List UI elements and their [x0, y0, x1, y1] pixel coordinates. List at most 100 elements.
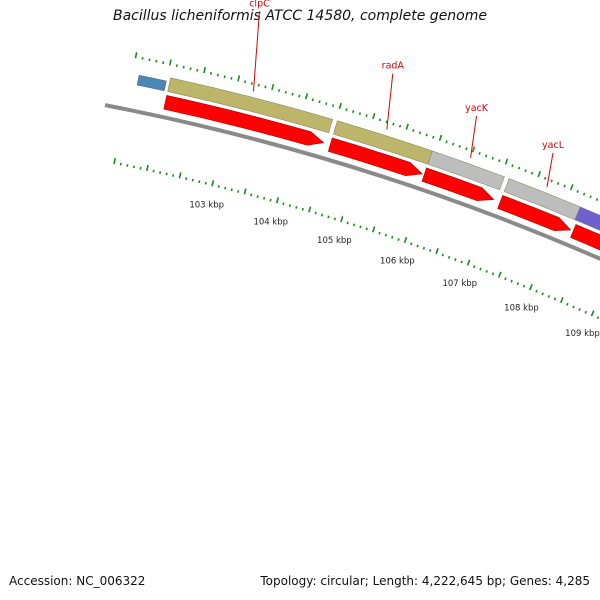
inner-ruler-tick: [185, 177, 188, 180]
inner-ruler-tick: [416, 244, 419, 248]
outer-ruler-tick: [277, 89, 281, 92]
outer-ruler-tick: [576, 189, 579, 193]
inner-ruler-tick: [198, 180, 201, 184]
outer-ruler-tick: [182, 65, 185, 69]
inner-ruler-tick: [491, 272, 495, 276]
gene-segments-layer: [136, 74, 600, 231]
outer-ruler-tick: [425, 133, 428, 137]
inner-ruler-tick: [541, 292, 544, 296]
inner-ruler-tick: [572, 305, 575, 309]
ruler-ticks-layer: 103 kbp 104 kbp 105 kbp 106 kbp 107 kbp 108 k…: [113, 52, 600, 339]
outer-ruler-tick: [569, 184, 574, 191]
outer-ruler-tick: [223, 75, 226, 79]
inner-ruler-tick: [422, 246, 426, 250]
inner-ruler-tick: [191, 178, 194, 182]
gene-label-yacL: yacL: [542, 140, 565, 151]
inner-ruler-tick: [504, 277, 507, 281]
outer-ruler-tick: [524, 169, 527, 173]
inner-ruler-tick: [429, 249, 432, 252]
inner-ruler-tick: [340, 216, 344, 223]
inner-ruler-tick: [359, 225, 362, 229]
kbp-tick-label: 106 kbp: [380, 257, 415, 267]
outer-ruler-tick: [271, 83, 275, 91]
kbp-tick-label: 105 kbp: [317, 236, 352, 246]
inner-ruler-tick: [178, 172, 182, 179]
gene-label-yacK: yacK: [465, 103, 489, 114]
outer-ruler-tick: [141, 56, 144, 60]
inner-ruler-tick: [295, 206, 298, 209]
inner-ruler-tick: [454, 258, 457, 262]
outer-ruler-tick: [291, 92, 294, 96]
cds-arrow: [421, 167, 495, 202]
inner-ruler-tick: [403, 236, 408, 244]
outer-ruler-tick: [465, 147, 468, 151]
outer-ruler-tick: [484, 154, 488, 158]
outer-ruler-tick: [392, 122, 395, 126]
inner-ruler-tick: [301, 207, 304, 211]
outer-ruler-tick: [595, 198, 599, 201]
inner-ruler-tick: [529, 284, 533, 291]
inner-ruler-tick: [152, 169, 155, 173]
outer-ruler-tick: [168, 59, 172, 66]
outer-ruler-tick: [452, 142, 455, 146]
outer-ruler-tick: [203, 67, 207, 74]
inner-ruler-tick: [553, 297, 557, 301]
inner-ruler-tick: [256, 195, 259, 199]
genome-backbone: [104, 103, 600, 261]
outer-ruler-tick: [412, 129, 415, 133]
outer-ruler-tick: [244, 80, 247, 84]
inner-ruler-tick: [547, 294, 551, 298]
inner-ruler-tick: [113, 157, 117, 165]
inner-ruler-tick: [596, 316, 600, 320]
cds-arrows-layer: [163, 95, 600, 251]
outer-ruler-tick: [304, 93, 309, 100]
outer-ruler-tick: [438, 134, 443, 141]
outer-ruler-tick: [372, 112, 376, 120]
inner-ruler-tick: [397, 238, 400, 241]
inner-ruler-tick: [308, 206, 312, 213]
outer-ruler-tick: [264, 85, 267, 89]
outer-ruler-tick: [298, 94, 301, 98]
inner-ruler-tick: [320, 213, 324, 217]
inner-ruler-tick: [410, 242, 413, 246]
inner-ruler-tick: [243, 188, 247, 195]
outer-ruler-tick: [365, 114, 368, 118]
outer-ruler-tick: [582, 192, 586, 196]
outer-ruler-tick: [230, 76, 233, 80]
outer-ruler-tick: [250, 82, 253, 85]
outer-ruler-tick: [385, 120, 388, 124]
inner-ruler-tick: [346, 221, 349, 225]
outer-ruler-tick: [257, 83, 260, 87]
inner-ruler-tick: [372, 226, 376, 233]
outer-ruler-tick: [162, 61, 165, 65]
outer-ruler-tick: [325, 102, 328, 106]
gene-labels-layer: clpCradAyacKyacLispDispFgltX: [249, 0, 565, 187]
outer-ruler-tick: [148, 58, 151, 62]
outer-ruler-tick: [189, 67, 192, 71]
inner-ruler-tick: [139, 166, 142, 170]
outer-ruler-tick: [358, 112, 362, 116]
kbp-tick-label: 103 kbp: [189, 200, 224, 210]
gene-label-line: [470, 115, 478, 159]
gene-label-line: [386, 73, 394, 130]
gene-segment-clpC: [167, 77, 333, 134]
inner-ruler-tick: [441, 253, 444, 257]
cds-arrow: [570, 224, 600, 251]
outer-ruler-tick: [543, 176, 547, 180]
inner-ruler-tick: [365, 227, 368, 231]
genome-backbone-layer: [104, 103, 600, 261]
outer-ruler-tick: [530, 171, 534, 175]
inner-ruler-tick: [250, 193, 253, 197]
kbp-tick-label: 104 kbp: [253, 217, 288, 227]
inner-ruler-tick: [566, 302, 569, 306]
outer-ruler-tick: [498, 159, 501, 163]
outer-ruler-tick: [537, 171, 542, 178]
outer-ruler-tick: [550, 179, 553, 183]
outer-ruler-tick: [331, 104, 335, 108]
inner-ruler-tick: [288, 204, 292, 208]
outer-ruler-tick: [345, 108, 348, 112]
kbp-tick-label: 109 kbp: [565, 329, 600, 339]
inner-ruler-tick: [146, 164, 149, 172]
